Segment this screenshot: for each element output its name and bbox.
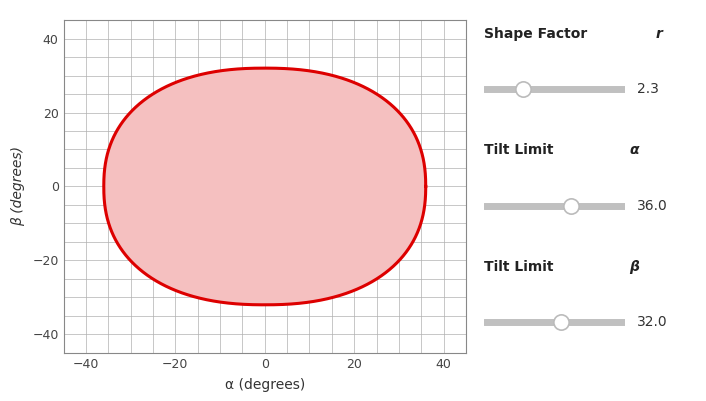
Text: 36.0: 36.0 — [637, 198, 668, 213]
Text: Tilt Limit: Tilt Limit — [484, 144, 558, 157]
Text: 32.0: 32.0 — [637, 315, 667, 329]
Text: α: α — [629, 144, 638, 157]
Y-axis label: β (degrees): β (degrees) — [11, 146, 25, 227]
Text: 2.3: 2.3 — [637, 82, 659, 96]
X-axis label: α (degrees): α (degrees) — [225, 378, 305, 392]
Text: Tilt Limit: Tilt Limit — [484, 260, 558, 273]
Text: β: β — [629, 260, 639, 273]
Text: r: r — [655, 27, 662, 41]
Polygon shape — [104, 68, 426, 305]
Text: Shape Factor: Shape Factor — [484, 27, 592, 41]
